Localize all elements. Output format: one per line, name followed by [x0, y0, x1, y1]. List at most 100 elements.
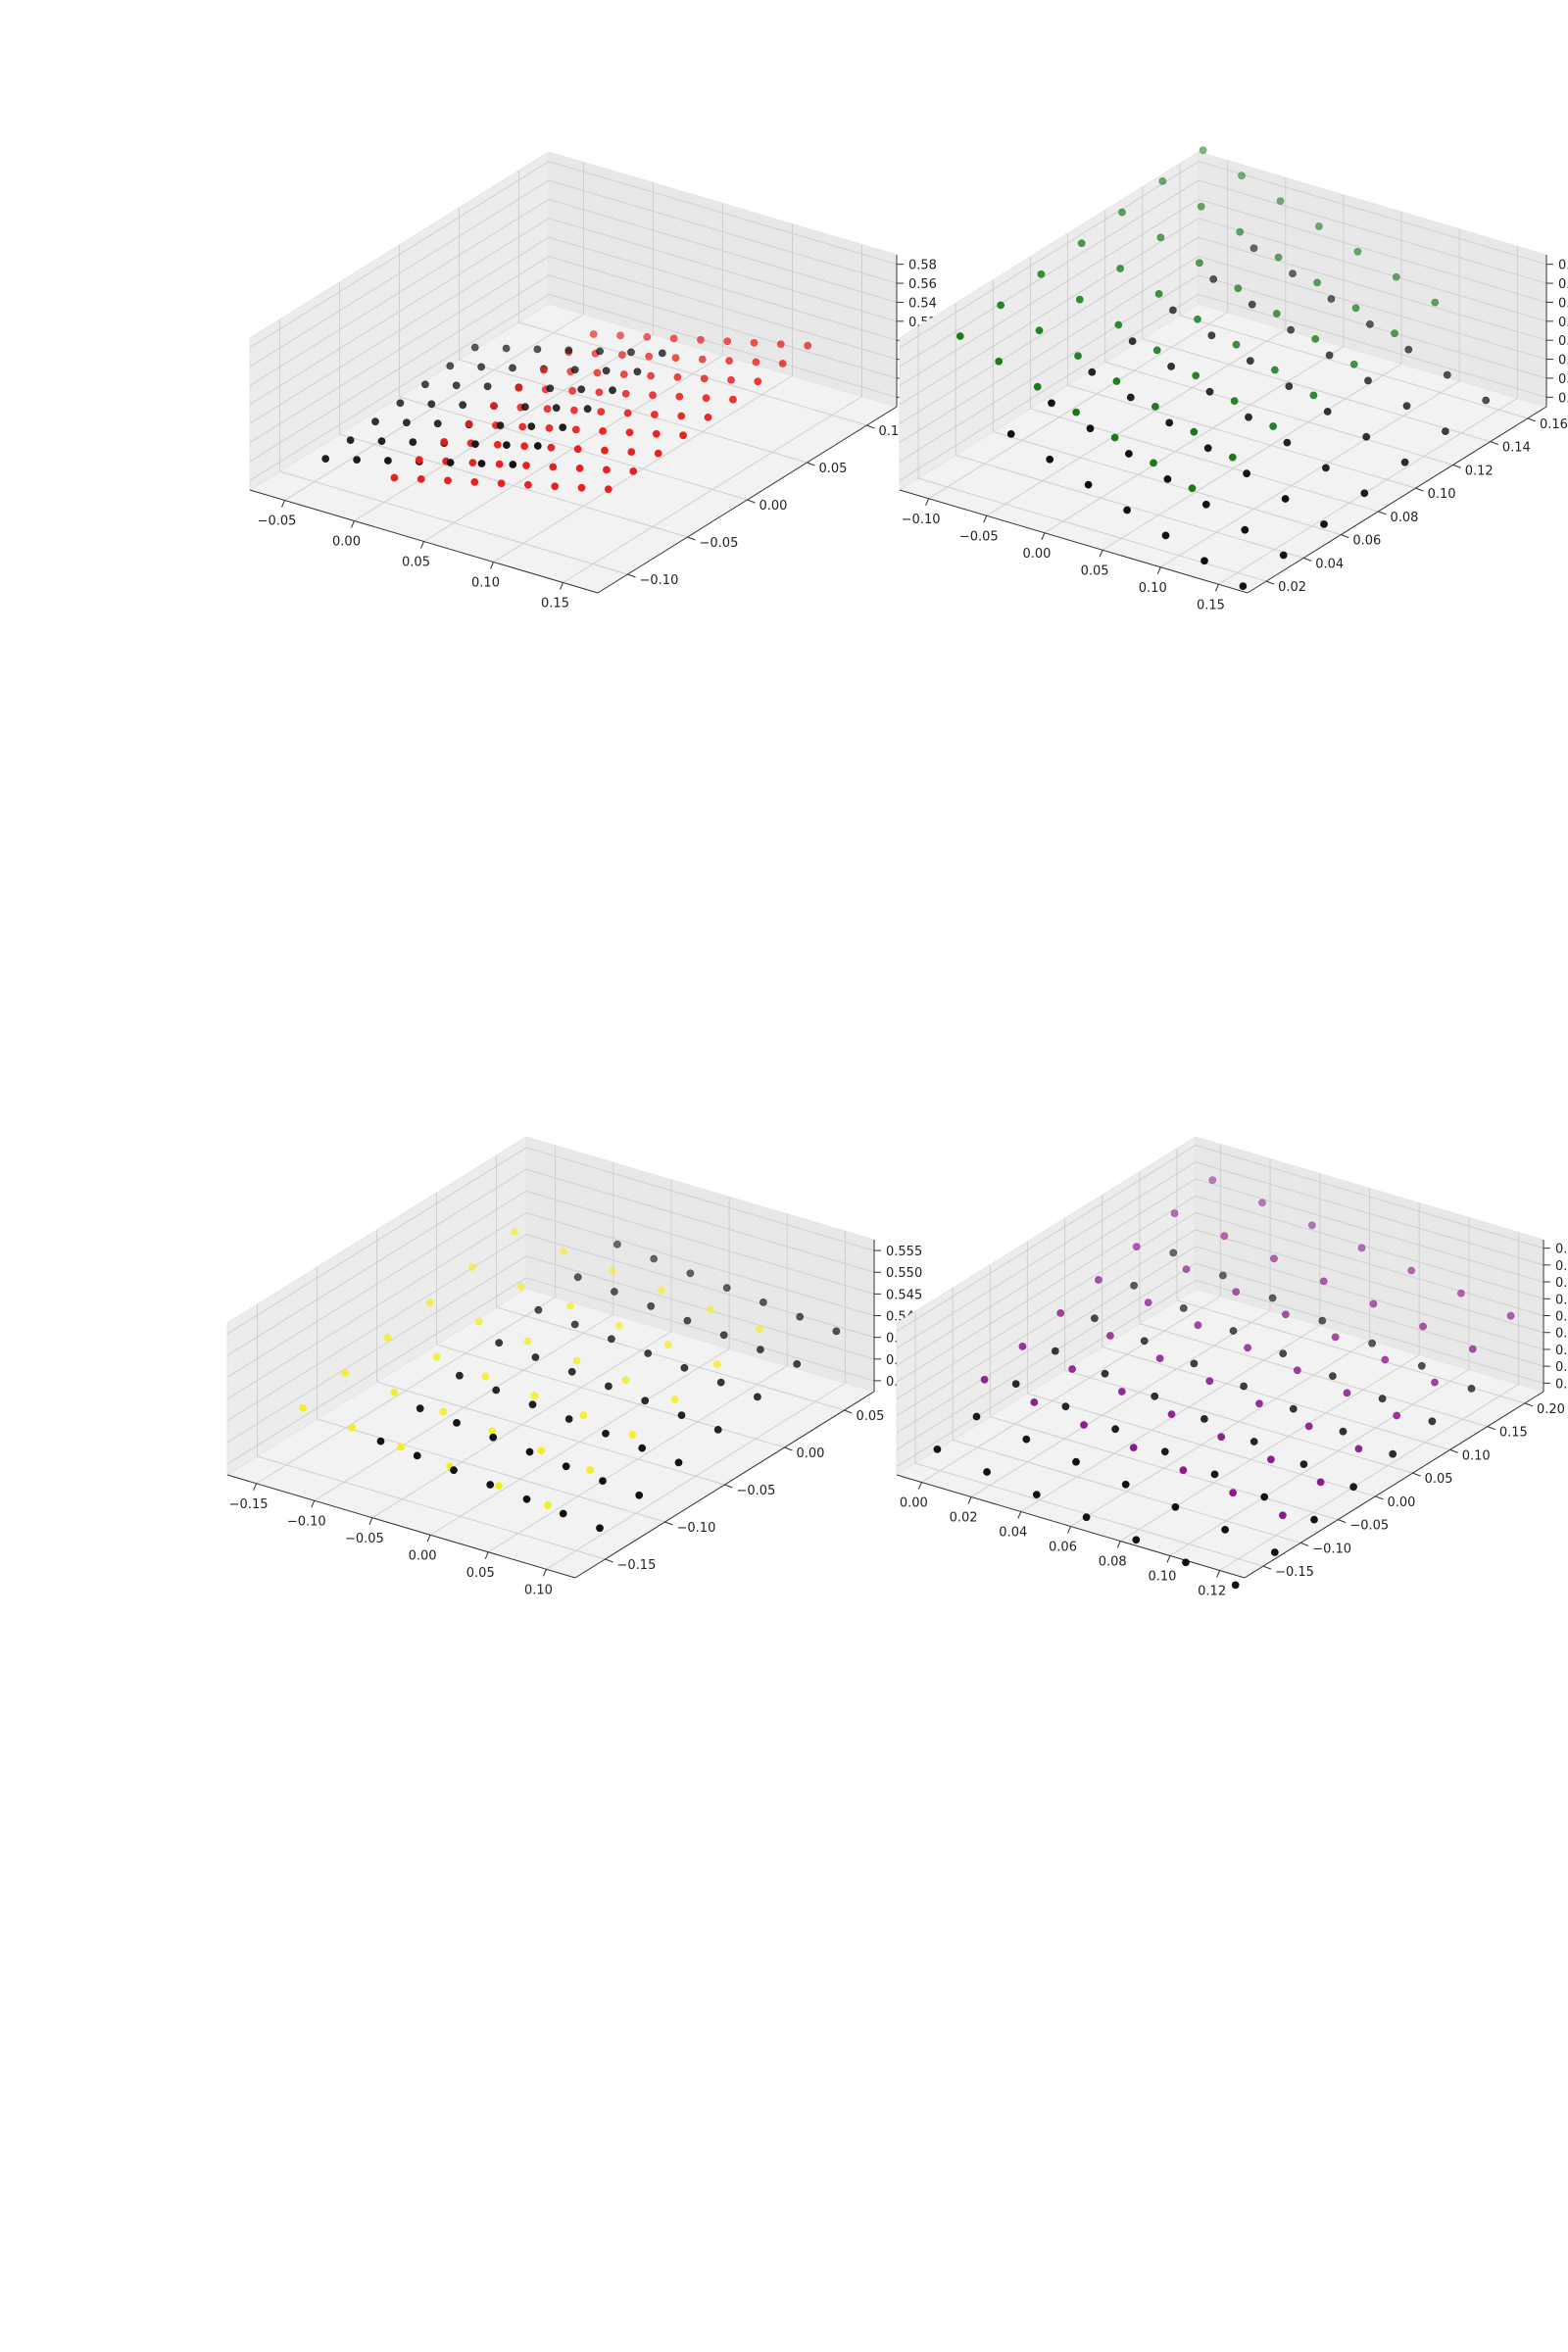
scatter-point-series-1	[446, 459, 455, 466]
scatter-point-series-2	[1232, 340, 1241, 349]
scatter-point-series-2	[609, 1266, 616, 1275]
z-gridline	[226, 1190, 527, 1378]
scatter-point-series-2	[488, 1427, 497, 1436]
scatter-point-series-2	[1188, 484, 1197, 493]
scatter-point-series-2	[1234, 284, 1243, 293]
scatter-point-series-1	[409, 438, 417, 446]
scatter-point-series-2	[299, 1403, 307, 1412]
scatter-point-series-1	[674, 1458, 683, 1467]
scatter-point-series-1	[489, 1433, 498, 1442]
x-tick	[917, 1482, 922, 1490]
scatter-point-series-2	[1272, 310, 1281, 318]
x-tick-label: 0.10	[1139, 581, 1167, 596]
scatter-point-series-2	[470, 477, 479, 486]
x-tick	[351, 520, 355, 528]
z-tick-label: 0.575	[1555, 1276, 1568, 1291]
x-gridline	[1218, 397, 1518, 585]
z-gridline	[896, 1161, 1197, 1349]
scatter-point-series-1	[1132, 1536, 1141, 1544]
scatter-point-series-1	[564, 1415, 573, 1423]
y-gridline	[399, 396, 748, 501]
scatter-point-series-2	[523, 1337, 532, 1346]
scatter-point-series-1	[1287, 325, 1295, 334]
scatter-point-series-1	[1231, 1581, 1240, 1590]
scatter-point-series-1	[1161, 531, 1170, 540]
scatter-point-series-2	[1152, 346, 1161, 355]
scatter-point-series-2	[723, 337, 732, 346]
scatter-point-series-2	[390, 1388, 399, 1396]
scatter-point-series-1	[1006, 429, 1015, 438]
z-gridline	[896, 1145, 1197, 1333]
scatter-point-series-2	[1304, 1422, 1313, 1431]
z-gridline	[1195, 1195, 1544, 1299]
scatter-point-series-2	[1315, 222, 1323, 230]
scatter-point-series-2	[425, 1298, 434, 1306]
scatter-point-series-1	[1091, 1314, 1099, 1323]
y-tick	[1452, 464, 1461, 468]
y-tick	[1300, 1542, 1309, 1546]
scatter-point-series-2	[571, 425, 580, 434]
scatter-point-series-1	[470, 343, 479, 352]
y-gridline	[1104, 361, 1453, 466]
scatter-point-series-1	[1289, 270, 1297, 277]
x-tick	[490, 562, 494, 569]
scatter-point-series-2	[537, 1446, 546, 1455]
y-tick-label: −0.10	[677, 1521, 716, 1536]
scatter-point-series-2	[1075, 295, 1084, 304]
scatter-point-series-1	[1200, 557, 1208, 565]
y-tick-label: 0.14	[1502, 441, 1531, 456]
x-gridline	[970, 1310, 1271, 1497]
scatter-point-series-1	[1121, 1480, 1130, 1489]
scatter-point-series-2	[1196, 259, 1203, 268]
scatter-point-series-2	[601, 446, 609, 455]
scatter-point-series-2	[643, 332, 652, 341]
scatter-point-series-2	[566, 1301, 574, 1310]
scatter-point-series-1	[1299, 1460, 1308, 1468]
scatter-point-series-1	[1285, 382, 1294, 390]
scatter-point-series-2	[1236, 227, 1245, 236]
scatter-point-series-2	[432, 1352, 441, 1361]
scatter-point-series-2	[1311, 334, 1320, 343]
y-tick-label: −0.05	[737, 1484, 776, 1498]
scatter-point-series-1	[570, 1320, 579, 1329]
scatter-point-series-1	[1046, 455, 1054, 464]
scatter-point-series-1	[495, 1339, 504, 1348]
scatter-point-series-2	[1199, 146, 1207, 155]
scatter-point-series-2	[390, 473, 399, 482]
scatter-point-series-1	[420, 380, 429, 389]
scatter-point-series-1	[1270, 1548, 1279, 1556]
scatter-point-series-1	[683, 1316, 692, 1325]
scatter-point-series-2	[754, 377, 762, 386]
z-gridline	[548, 161, 898, 266]
x-gridline	[1044, 346, 1345, 534]
scatter-point-series-1	[1364, 376, 1372, 385]
scatter-point-series-2	[1158, 176, 1167, 185]
z-gridline	[899, 218, 1200, 406]
scatter-point-series-1	[1442, 427, 1449, 435]
scatter-point-series-1	[1243, 469, 1250, 478]
scatter-point-series-2	[663, 1341, 672, 1349]
z-gridline	[1198, 179, 1547, 284]
scatter-point-series-1	[346, 436, 355, 444]
scatter-point-series-2	[1431, 298, 1440, 307]
scatter-point-series-1	[1051, 1347, 1059, 1355]
scatter-point-series-1	[509, 364, 516, 372]
z-gridline	[896, 1212, 1197, 1399]
z-gridline	[249, 161, 550, 349]
scatter-point-series-2	[1244, 1344, 1251, 1352]
x-tick	[542, 1569, 547, 1577]
z-tick-label: 0.550	[1555, 1293, 1568, 1307]
scatter-point-series-2	[468, 1263, 476, 1271]
scatter-point-series-2	[1357, 1244, 1366, 1252]
scatter-point-series-2	[1343, 1389, 1351, 1397]
z-gridline	[899, 256, 1200, 443]
scatter-point-series-1	[503, 441, 511, 449]
scatter-point-series-1	[650, 1254, 659, 1263]
y-tick	[784, 1446, 793, 1451]
scatter-point-series-2	[1072, 408, 1080, 416]
scatter-point-series-2	[1468, 1345, 1477, 1353]
scatter-point-series-2	[673, 372, 682, 381]
scatter-point-series-1	[1072, 1457, 1080, 1466]
scatter-point-series-2	[1369, 1299, 1378, 1308]
